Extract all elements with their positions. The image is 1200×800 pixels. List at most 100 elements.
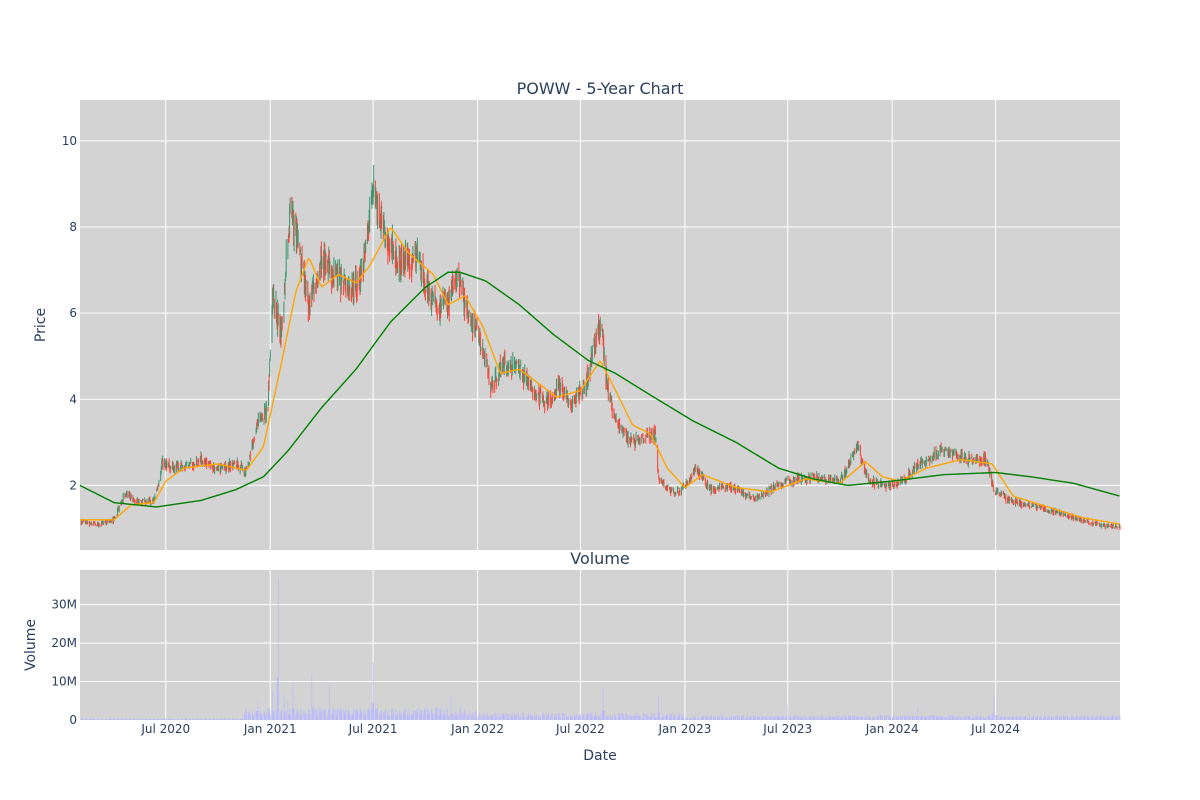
price-candle bbox=[142, 498, 144, 501]
price-candle bbox=[778, 481, 780, 485]
volume-bar bbox=[667, 715, 669, 720]
candle-body bbox=[431, 298, 432, 306]
price-candle bbox=[495, 366, 497, 382]
volume-bar bbox=[709, 717, 711, 720]
volume-bar bbox=[772, 716, 774, 720]
volume-bar bbox=[746, 718, 748, 720]
volume-bar bbox=[153, 719, 154, 720]
volume-bar bbox=[341, 712, 343, 720]
candle-body bbox=[1106, 524, 1108, 528]
volume-bar bbox=[677, 714, 679, 720]
volume-bar bbox=[488, 716, 490, 720]
volume-bar bbox=[309, 709, 310, 720]
volume-bar bbox=[618, 712, 619, 720]
volume-bar bbox=[126, 718, 127, 720]
volume-bar bbox=[830, 716, 832, 720]
candle-body bbox=[604, 352, 605, 359]
volume-bar bbox=[856, 716, 857, 720]
candle-body bbox=[448, 294, 450, 311]
volume-bar bbox=[539, 716, 541, 720]
volume-bar bbox=[777, 716, 778, 720]
volume-bar bbox=[653, 713, 655, 720]
volume-bar bbox=[146, 718, 147, 720]
candle-body bbox=[460, 284, 462, 288]
volume-bar bbox=[404, 709, 406, 720]
price-candle bbox=[777, 481, 779, 488]
volume-bar bbox=[731, 716, 732, 720]
volume-bar bbox=[463, 712, 465, 720]
volume-bar bbox=[267, 708, 269, 720]
volume-bar bbox=[137, 718, 138, 720]
price-candle bbox=[722, 484, 724, 490]
volume-bar bbox=[828, 716, 829, 720]
candle-body bbox=[491, 386, 492, 388]
price-candle bbox=[472, 312, 474, 333]
volume-bar bbox=[894, 715, 895, 720]
candle-body bbox=[900, 477, 902, 480]
price-candle bbox=[368, 223, 370, 241]
volume-bar bbox=[325, 709, 326, 720]
volume-bar bbox=[170, 718, 171, 720]
volume-bar bbox=[295, 714, 297, 720]
price-candle bbox=[490, 383, 492, 392]
candle-body bbox=[892, 481, 894, 487]
ma-short-line bbox=[80, 227, 1120, 525]
volume-bar bbox=[606, 714, 607, 720]
volume-bar bbox=[729, 717, 731, 720]
candle-body bbox=[747, 495, 748, 496]
volume-bar bbox=[324, 709, 326, 720]
volume-bar bbox=[877, 715, 878, 720]
price-candle bbox=[1072, 514, 1074, 522]
volume-bar bbox=[673, 715, 674, 720]
volume-bar bbox=[399, 712, 401, 720]
price-candle bbox=[289, 197, 291, 215]
volume-bar bbox=[685, 717, 687, 720]
candle-body bbox=[158, 482, 160, 484]
candle-body bbox=[377, 195, 379, 218]
price-candle bbox=[868, 477, 870, 484]
volume-bar bbox=[507, 717, 509, 720]
volume-bar bbox=[655, 717, 657, 720]
candle-body bbox=[214, 466, 215, 471]
volume-bar bbox=[475, 712, 476, 720]
volume-bar bbox=[360, 708, 361, 720]
volume-bar bbox=[690, 718, 692, 720]
price-candle bbox=[378, 193, 380, 228]
volume-bar bbox=[172, 719, 174, 720]
candle-body bbox=[83, 520, 84, 522]
candle-body bbox=[178, 463, 179, 470]
volume-bar bbox=[120, 718, 122, 720]
volume-bar bbox=[229, 719, 230, 720]
volume-bar bbox=[447, 716, 449, 720]
volume-bar bbox=[687, 717, 689, 720]
volume-bar bbox=[643, 713, 645, 720]
price-candle bbox=[357, 270, 359, 287]
candle-body bbox=[238, 465, 239, 469]
candle-body bbox=[379, 196, 380, 226]
candle-body bbox=[826, 482, 828, 484]
candle-body bbox=[218, 463, 219, 472]
volume-bar bbox=[235, 718, 237, 720]
volume-bar bbox=[651, 714, 653, 720]
candle-body bbox=[190, 459, 192, 462]
volume-bar bbox=[830, 716, 831, 720]
volume-bar bbox=[213, 718, 215, 720]
candle-body bbox=[996, 488, 998, 493]
volume-bar bbox=[460, 712, 462, 720]
volume-bar bbox=[291, 708, 293, 720]
volume-bar bbox=[166, 719, 167, 720]
price-candle bbox=[180, 460, 182, 469]
candle-body bbox=[138, 500, 140, 503]
candle-body bbox=[1041, 506, 1042, 508]
volume-bar bbox=[247, 711, 249, 720]
candle-body bbox=[254, 437, 255, 440]
volume-bar bbox=[780, 715, 782, 720]
candle-body bbox=[351, 293, 352, 300]
volume-bar bbox=[332, 712, 334, 720]
candle-body bbox=[760, 496, 762, 499]
candle-body bbox=[433, 295, 434, 302]
volume-bar bbox=[661, 717, 663, 720]
volume-bar bbox=[476, 716, 478, 720]
volume-bar bbox=[762, 717, 764, 720]
volume-bar bbox=[824, 717, 826, 720]
